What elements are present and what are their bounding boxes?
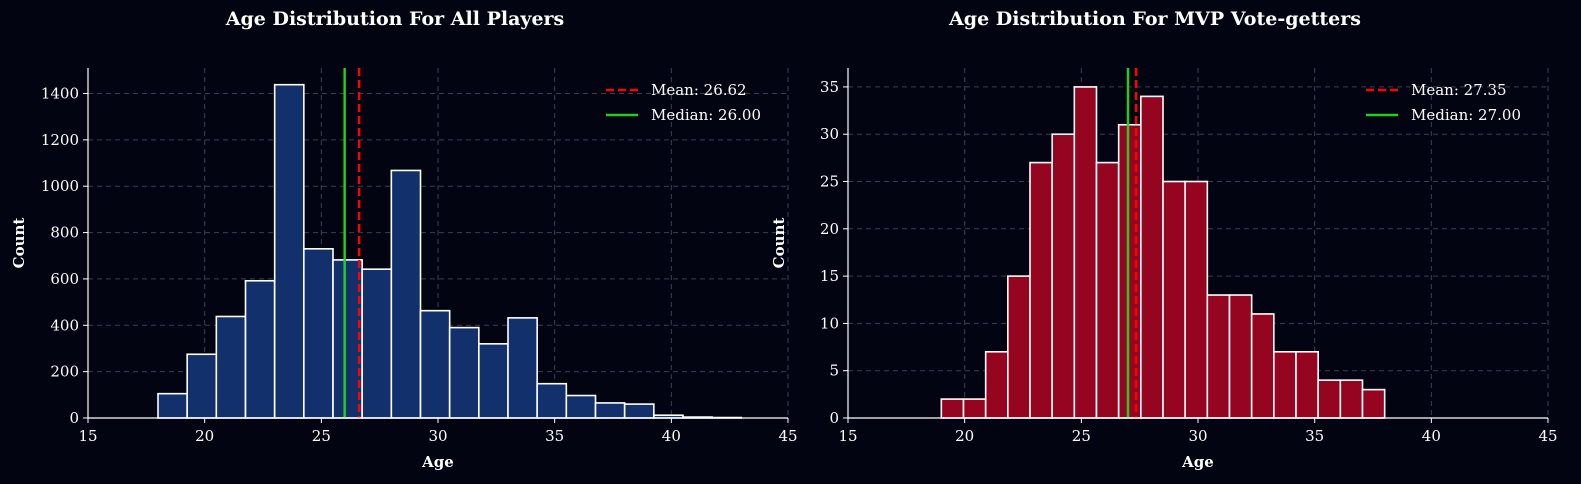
x-tick-label: 25 (312, 427, 331, 445)
histogram-bar (623, 403, 655, 419)
y-tick-label: 5 (829, 362, 839, 380)
histogram-bar (244, 279, 276, 419)
histogram-bar (186, 353, 218, 419)
histogram-bar (419, 309, 451, 419)
y-tick-label: 1200 (41, 131, 79, 149)
histogram-bar (565, 394, 597, 419)
chart-title: Age Distribution For All Players (225, 8, 565, 30)
y-tick-label: 400 (50, 316, 79, 334)
legend-median-label: Median: 26.00 (651, 106, 761, 124)
histogram-bar (448, 326, 480, 419)
histogram-bar (1206, 294, 1231, 419)
histogram-bar (1029, 161, 1053, 419)
legend-median-label: Median: 27.00 (1411, 106, 1521, 124)
y-axis-label: Count (770, 218, 788, 269)
x-tick-label: 45 (1538, 427, 1557, 445)
x-tick-label: 25 (1072, 427, 1091, 445)
y-tick-label: 20 (820, 220, 839, 238)
y-tick-label: 200 (50, 363, 79, 381)
x-tick-label: 20 (195, 427, 214, 445)
histogram-bar (1317, 379, 1342, 419)
histogram-bar (1051, 133, 1076, 419)
y-tick-label: 800 (50, 224, 79, 242)
histogram-bar (1273, 350, 1297, 419)
histogram-bar (536, 382, 568, 419)
histogram-bar (1162, 180, 1186, 419)
x-tick-label: 15 (838, 427, 857, 445)
histogram-bar (1295, 350, 1319, 419)
y-tick-label: 600 (50, 270, 79, 288)
x-tick-label: 30 (428, 427, 447, 445)
histogram-bar (940, 398, 965, 419)
y-tick-label: 0 (69, 409, 79, 427)
histogram-bar (273, 83, 305, 419)
histogram-bar (1228, 294, 1253, 419)
histogram-bar (1073, 86, 1098, 419)
x-tick-label: 40 (662, 427, 681, 445)
histogram-bar (361, 268, 393, 419)
histogram-bar (157, 392, 188, 419)
histogram-bar (594, 402, 626, 419)
histogram-bar (332, 259, 363, 419)
legend-mean-label: Mean: 27.35 (1411, 81, 1507, 99)
x-axis-label: Age (1181, 453, 1214, 471)
histogram-bar (215, 315, 247, 419)
y-tick-label: 35 (820, 78, 839, 96)
y-tick-label: 1000 (41, 177, 79, 195)
histogram-bar (478, 343, 509, 419)
histogram-bar (1117, 123, 1142, 419)
x-axis-label: Age (421, 453, 454, 471)
y-tick-label: 1400 (41, 84, 79, 102)
histogram-bar (962, 398, 987, 419)
histogram-bar (1095, 161, 1120, 419)
chart-mvp-vote-getters: Age Distribution For MVP Vote-getters 15… (760, 0, 1558, 484)
histogram-bar (507, 317, 538, 419)
histogram-bar (1007, 275, 1031, 419)
x-tick-label: 20 (955, 427, 974, 445)
histogram-bar (1361, 388, 1386, 419)
x-tick-label: 35 (1305, 427, 1324, 445)
histogram-bar (1184, 180, 1209, 419)
y-tick-label: 10 (820, 314, 839, 332)
x-tick-label: 40 (1422, 427, 1441, 445)
x-tick-label: 45 (778, 427, 797, 445)
chart-title: Age Distribution For MVP Vote-getters (949, 8, 1361, 30)
y-tick-label: 15 (820, 267, 839, 285)
y-tick-label: 25 (820, 173, 839, 191)
histogram-bar (1140, 95, 1164, 419)
x-tick-label: 35 (545, 427, 564, 445)
histogram-bar (390, 169, 422, 419)
y-tick-label: 30 (820, 125, 839, 143)
histogram-mvp-vote-getters: 15 20 25 30 35 40 45 0 5 10 15 20 25 30 35 Age Count Mean… (770, 68, 1558, 471)
histogram-bar (1250, 313, 1275, 419)
x-tick-label: 15 (78, 427, 97, 445)
legend-mean-label: Mean: 26.62 (651, 81, 747, 99)
y-axis-label: Count (10, 218, 28, 269)
histogram-bar (303, 247, 334, 419)
x-tick-label: 30 (1188, 427, 1207, 445)
y-tick-label: 0 (829, 409, 839, 427)
histogram-all-players: 15 20 25 30 35 40 45 0 200 400 600 800 1000 1200 1400 A… (10, 68, 798, 471)
histogram-bar (1339, 379, 1364, 419)
chart-all-players: Age Distribution For All Players 15 20 25 3… (0, 0, 798, 484)
histogram-bar (984, 350, 1009, 419)
